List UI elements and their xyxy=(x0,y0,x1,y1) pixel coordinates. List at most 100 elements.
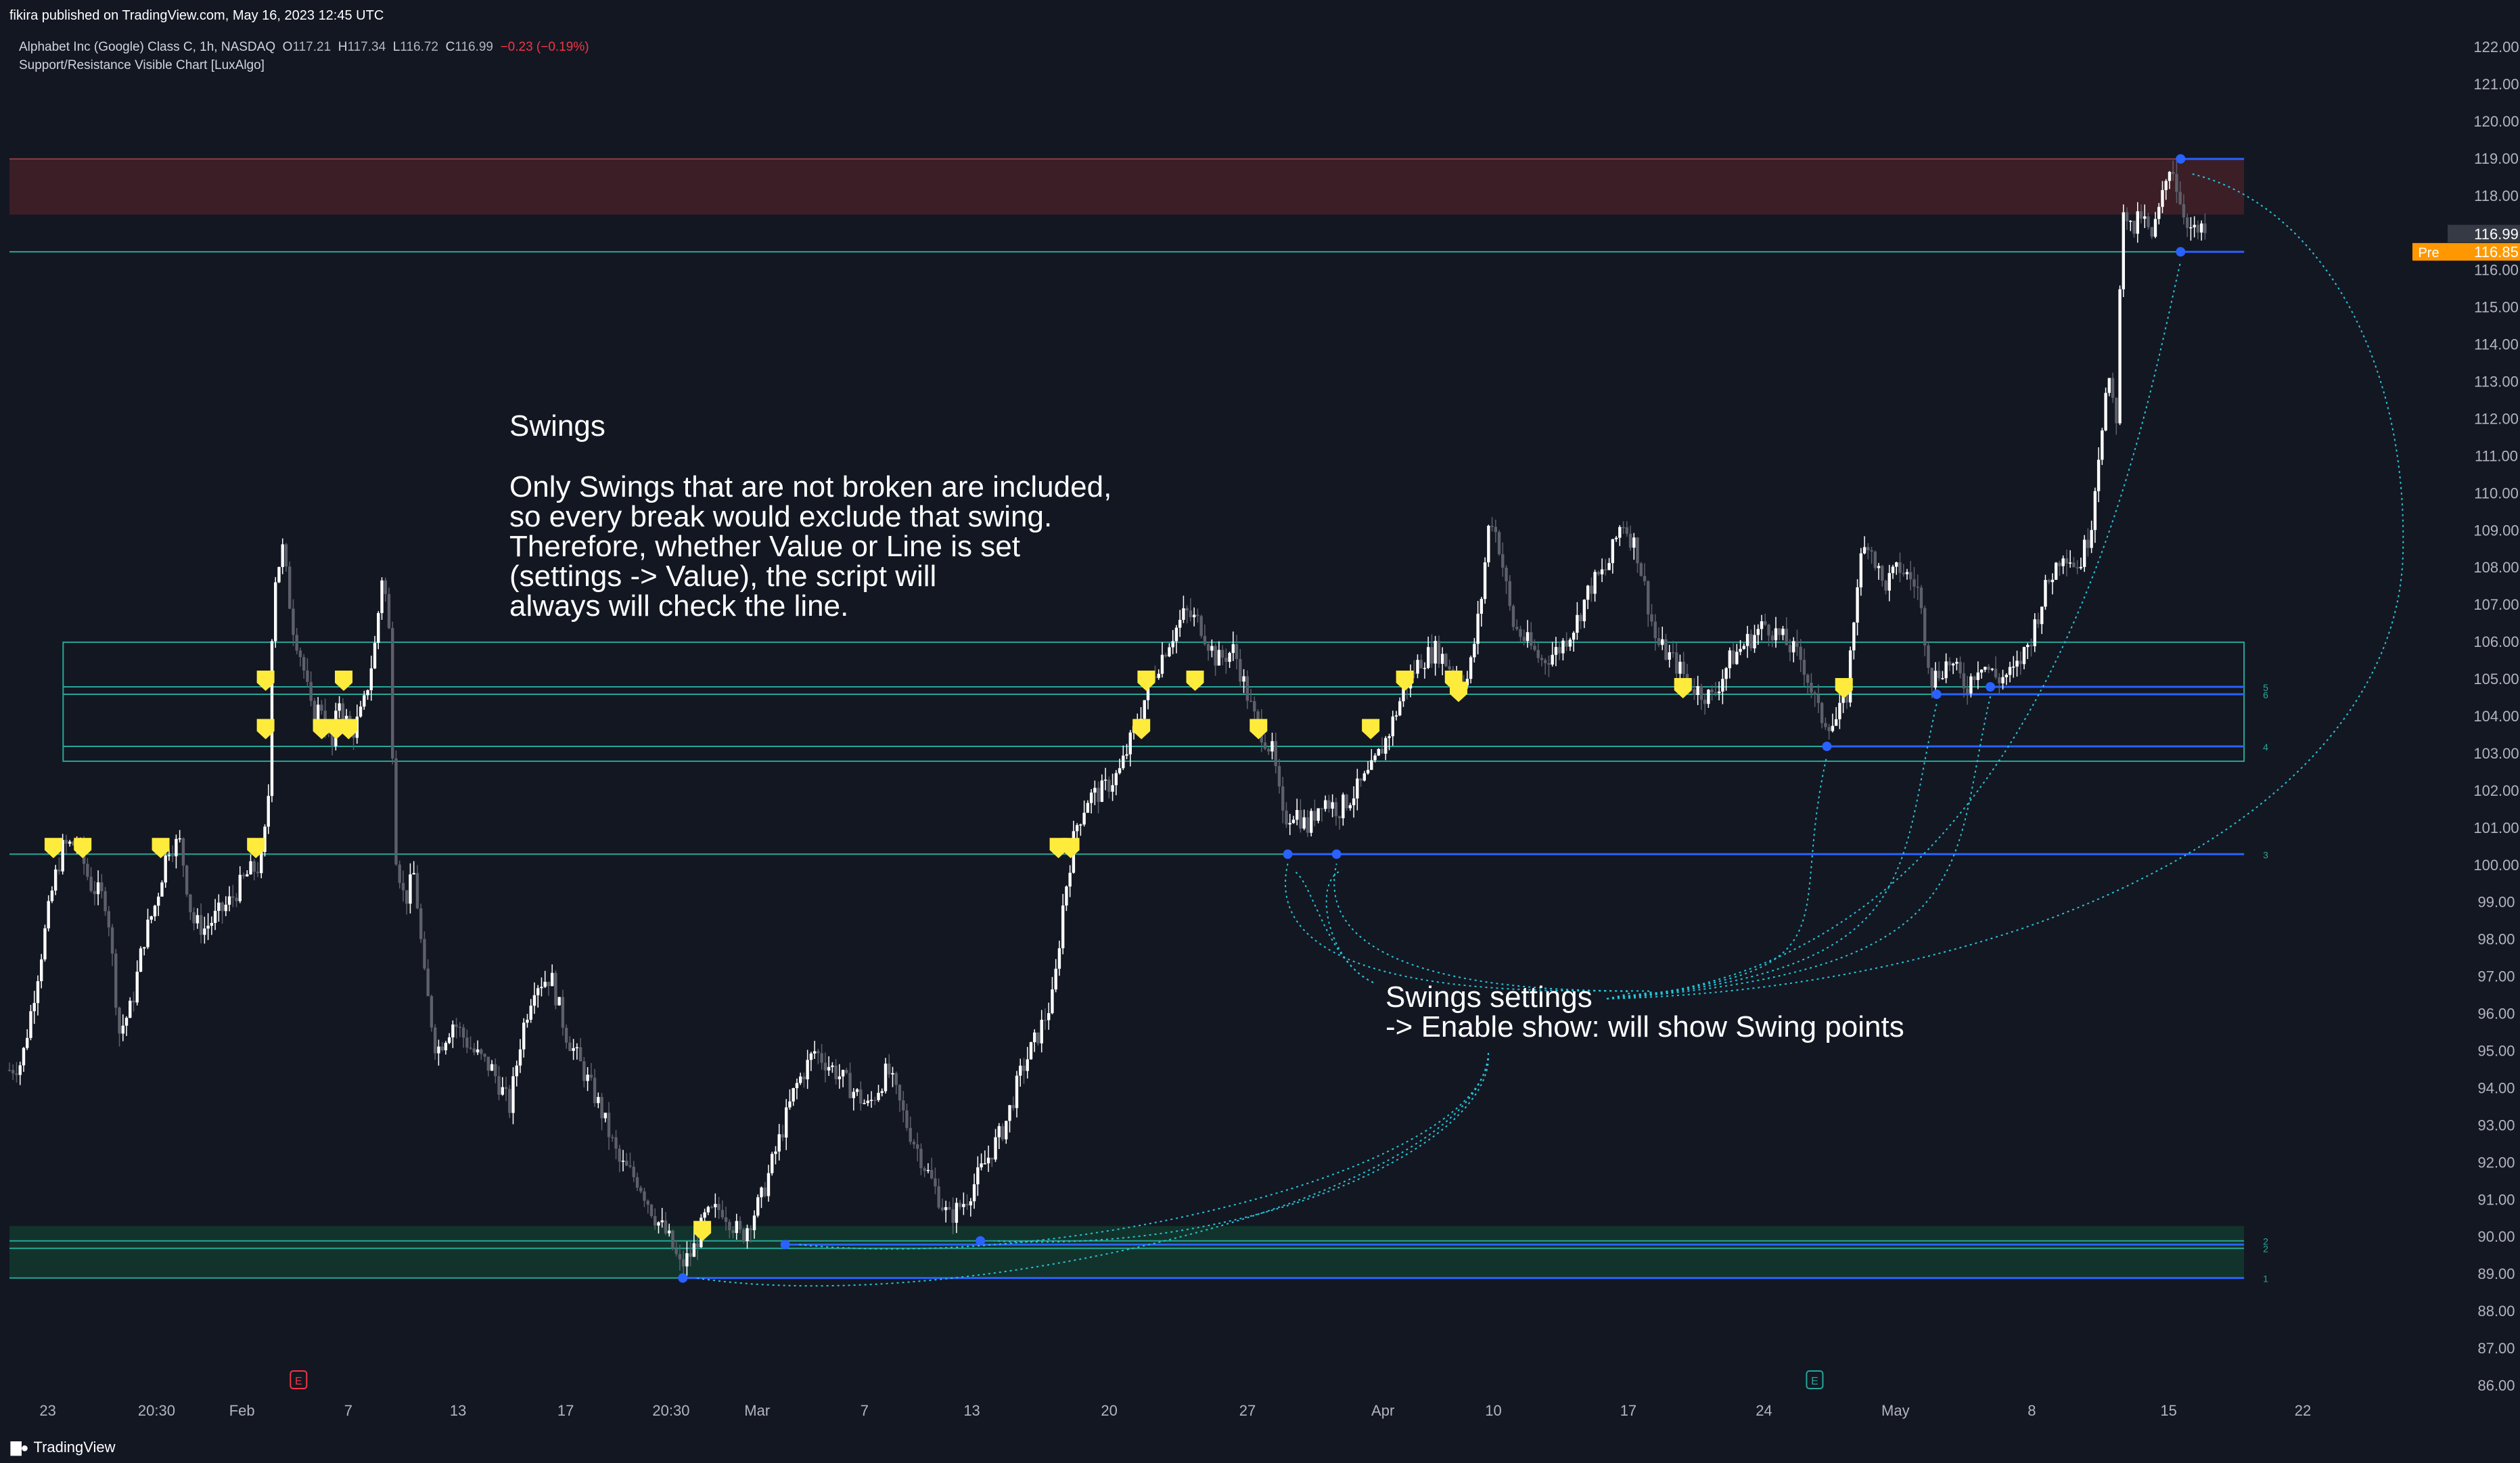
candle-body xyxy=(391,628,394,759)
candle-body xyxy=(831,1065,834,1067)
candle-body xyxy=(451,1025,455,1038)
candle-body xyxy=(1834,719,1838,726)
candle-body xyxy=(2068,562,2072,564)
candle-body xyxy=(1373,755,1377,761)
annotation-arrow-left xyxy=(1293,870,1374,983)
candle-body xyxy=(121,1025,124,1034)
candle-body xyxy=(1770,635,1774,641)
candle-body xyxy=(2168,172,2172,181)
level-tag: 2 xyxy=(2263,1236,2268,1247)
candle-body xyxy=(866,1100,869,1104)
candle-body xyxy=(1160,654,1164,674)
candle-body xyxy=(1898,562,1902,573)
time-axis: 23 20:30 Feb 7 13 17 20:30 Mar 7 13 20 27 Apr 10 17 24 M… xyxy=(39,1370,2311,1419)
break-marker xyxy=(152,838,170,859)
candle-body xyxy=(1664,639,1668,660)
candle-body xyxy=(1483,562,1487,600)
candle-body xyxy=(1434,641,1437,664)
candle-body xyxy=(1607,563,1611,570)
candle-body xyxy=(1199,616,1203,636)
candle-body xyxy=(550,972,554,987)
candle-body xyxy=(1444,654,1448,667)
level-tag: 1 xyxy=(2263,1274,2268,1284)
candle-body xyxy=(1933,671,1938,688)
candle-body xyxy=(1816,694,1820,703)
annotation-arrow xyxy=(1606,261,2182,999)
price-tick: 118.00 xyxy=(2474,187,2519,204)
candle-body xyxy=(980,1163,983,1168)
candle-body xyxy=(2054,562,2058,580)
annotation-arrow-low xyxy=(696,1052,1489,1287)
candle-body xyxy=(394,758,398,865)
candle-body xyxy=(1192,614,1196,618)
candle-body xyxy=(1533,646,1536,650)
candle-body xyxy=(1724,668,1728,679)
candle-body xyxy=(940,1207,944,1211)
candle-body xyxy=(1760,621,1764,629)
price-tick: 104.00 xyxy=(2473,708,2519,725)
candle-body xyxy=(891,1073,894,1075)
candle-body xyxy=(888,1063,891,1075)
candle-body xyxy=(1384,738,1388,754)
candle-body xyxy=(1026,1059,1029,1071)
candle-body xyxy=(1015,1075,1019,1108)
candle-body xyxy=(316,704,320,723)
candle-body xyxy=(628,1165,632,1167)
candle-body xyxy=(1994,669,1998,677)
candle-body xyxy=(809,1053,813,1060)
candle-body xyxy=(955,1202,959,1223)
price-tick: 113.00 xyxy=(2474,373,2519,390)
swing-range-box xyxy=(62,642,2245,762)
candle-body xyxy=(1228,652,1231,662)
candle-body xyxy=(1337,816,1342,819)
candle-body xyxy=(1540,658,1544,660)
candle-body xyxy=(1756,629,1760,635)
low-label: L xyxy=(392,40,400,54)
indicator-name[interactable]: Support/Resistance Visible Chart [LuxAlg… xyxy=(19,58,265,72)
candle-body xyxy=(2199,223,2203,233)
swings-settings-annotation: Swings settings xyxy=(1385,981,1593,1014)
candle-body xyxy=(710,1207,714,1209)
candle-body xyxy=(1214,646,1217,666)
candle-body xyxy=(217,902,221,911)
candle-body xyxy=(1668,652,1671,660)
candle-body xyxy=(1912,579,1916,587)
tradingview-logo[interactable]: ▇● TradingView xyxy=(11,1439,116,1456)
candle-body xyxy=(827,1066,831,1071)
candle-body xyxy=(1182,608,1185,620)
candle-body xyxy=(667,1230,671,1234)
price-tick: 86.00 xyxy=(2477,1377,2515,1394)
candle-body xyxy=(1263,742,1267,749)
candle-body xyxy=(47,901,50,928)
candle-body xyxy=(256,872,260,874)
candle-body xyxy=(2143,216,2147,219)
candle-body xyxy=(735,1221,739,1234)
candle-body xyxy=(746,1228,749,1241)
candle-body xyxy=(916,1144,919,1149)
swings-annotation-title: Swings xyxy=(509,409,605,443)
time-tick: 13 xyxy=(450,1402,466,1419)
candle-body xyxy=(1174,627,1178,642)
candle-body xyxy=(1866,547,1870,551)
candle-body xyxy=(515,1065,518,1077)
candle-body xyxy=(1625,527,1628,534)
candle-body xyxy=(1394,715,1398,717)
candle-body xyxy=(68,841,72,844)
candle-body xyxy=(1494,526,1498,533)
level-tag: 5 xyxy=(2263,682,2268,693)
candle-body xyxy=(472,1048,476,1053)
candle-body xyxy=(1068,872,1072,887)
candle-body xyxy=(433,1027,437,1054)
candle-body xyxy=(110,927,114,954)
price-tick: 93.00 xyxy=(2477,1117,2515,1133)
candle-body xyxy=(313,700,317,723)
candle-body xyxy=(877,1092,880,1100)
candle-body xyxy=(2193,225,2196,227)
time-tick: Mar xyxy=(744,1402,770,1419)
candle-body xyxy=(2004,675,2008,677)
candle-body xyxy=(1008,1105,1011,1121)
candle-body xyxy=(1557,647,1561,654)
symbol-name[interactable]: Alphabet Inc (Google) Class C, 1h, NASDA… xyxy=(19,40,276,54)
time-tick: 22 xyxy=(2295,1402,2311,1419)
